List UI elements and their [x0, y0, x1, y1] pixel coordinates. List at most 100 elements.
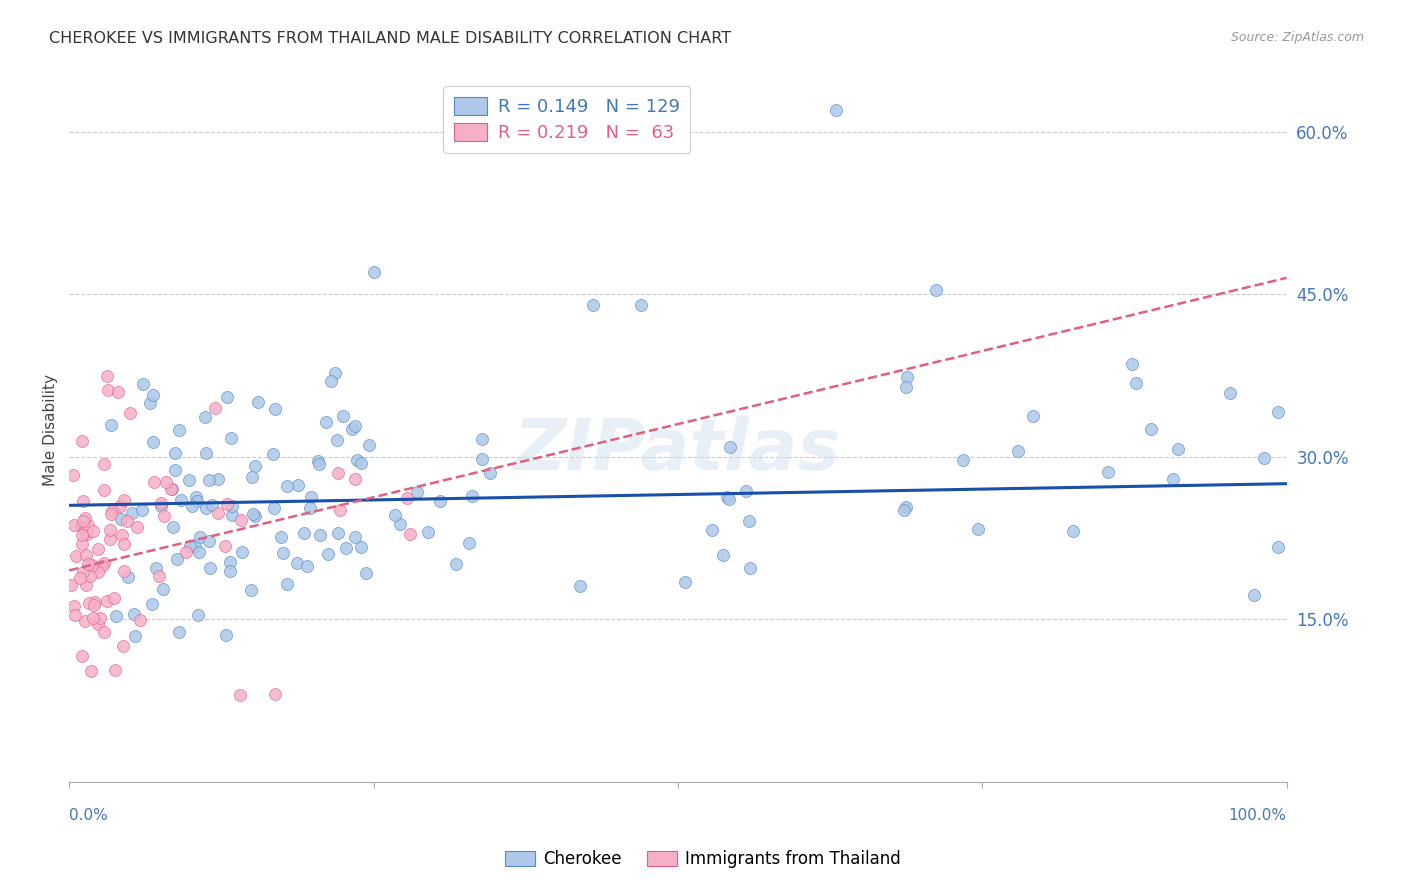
Point: [270, 530, 292, 544]
Point: [214, 539, 236, 553]
Point: [75, 524, 97, 539]
Point: [83, 595, 105, 609]
Point: [219, 565, 242, 579]
Point: [952, 453, 974, 467]
Point: [65, 549, 87, 563]
Point: [198, 561, 221, 575]
Point: [264, 687, 287, 701]
Y-axis label: Male Disability: Male Disability: [44, 374, 58, 485]
Point: [62, 518, 84, 533]
Text: 100.0%: 100.0%: [1229, 808, 1286, 823]
Point: [131, 377, 153, 392]
Point: [111, 528, 134, 542]
Point: [1007, 444, 1029, 458]
Point: [346, 452, 368, 467]
Point: [82, 610, 104, 624]
Point: [194, 410, 217, 425]
Point: [215, 498, 238, 512]
Point: [717, 491, 740, 506]
Text: CHEROKEE VS IMMIGRANTS FROM THAILAND MALE DISABILITY CORRELATION CHART: CHEROKEE VS IMMIGRANTS FROM THAILAND MAL…: [49, 31, 731, 46]
Point: [75, 510, 97, 524]
Point: [896, 370, 918, 384]
Point: [76, 557, 98, 571]
Point: [316, 547, 339, 561]
Point: [350, 457, 373, 471]
Point: [75, 548, 97, 562]
Point: [72, 648, 94, 663]
Point: [1267, 541, 1289, 555]
Point: [93, 483, 115, 498]
Point: [152, 582, 174, 597]
Point: [167, 625, 190, 640]
Point: [406, 485, 429, 500]
Point: [323, 366, 346, 380]
Point: [179, 539, 201, 553]
Point: [194, 446, 217, 460]
Point: [925, 283, 948, 297]
Point: [1167, 442, 1189, 457]
Point: [219, 555, 242, 569]
Point: [471, 432, 494, 446]
Point: [80, 664, 103, 678]
Point: [292, 525, 315, 540]
Point: [207, 472, 229, 486]
Point: [142, 388, 165, 402]
Point: [1097, 465, 1119, 479]
Point: [702, 523, 724, 537]
Point: [100, 507, 122, 521]
Point: [153, 508, 176, 523]
Point: [72, 493, 94, 508]
Point: [159, 482, 181, 496]
Point: [86, 560, 108, 574]
Point: [198, 473, 221, 487]
Point: [70, 519, 93, 533]
Point: [187, 544, 209, 558]
Point: [148, 568, 170, 582]
Point: [170, 492, 193, 507]
Point: [112, 564, 135, 578]
Point: [72, 528, 94, 542]
Point: [142, 434, 165, 449]
Point: [363, 265, 385, 279]
Point: [180, 499, 202, 513]
Point: [73, 614, 96, 628]
Point: [100, 417, 122, 432]
Point: [93, 457, 115, 471]
Point: [121, 506, 143, 520]
Point: [162, 520, 184, 534]
Point: [1125, 376, 1147, 390]
Point: [285, 556, 308, 570]
Point: [262, 447, 284, 461]
Legend: Cherokee, Immigrants from Thailand: Cherokee, Immigrants from Thailand: [498, 844, 908, 875]
Point: [72, 515, 94, 529]
Point: [62, 467, 84, 482]
Point: [214, 628, 236, 642]
Point: [70, 434, 93, 449]
Point: [187, 607, 209, 622]
Point: [104, 664, 127, 678]
Point: [63, 599, 86, 613]
Point: [326, 433, 349, 447]
Point: [122, 607, 145, 622]
Point: [340, 421, 363, 435]
Point: [105, 609, 128, 624]
Point: [295, 559, 318, 574]
Point: [114, 537, 136, 551]
Point: [70, 537, 93, 551]
Point: [315, 415, 337, 429]
Point: [186, 494, 208, 508]
Point: [389, 516, 412, 531]
Point: [76, 527, 98, 541]
Point: [461, 489, 484, 503]
Point: [83, 599, 105, 613]
Point: [231, 545, 253, 559]
Point: [63, 607, 86, 622]
Point: [228, 688, 250, 702]
Point: [335, 541, 357, 556]
Point: [245, 458, 267, 473]
Point: [75, 578, 97, 592]
Point: [711, 548, 734, 562]
Point: [82, 558, 104, 572]
Point: [716, 490, 738, 504]
Point: [1267, 405, 1289, 419]
